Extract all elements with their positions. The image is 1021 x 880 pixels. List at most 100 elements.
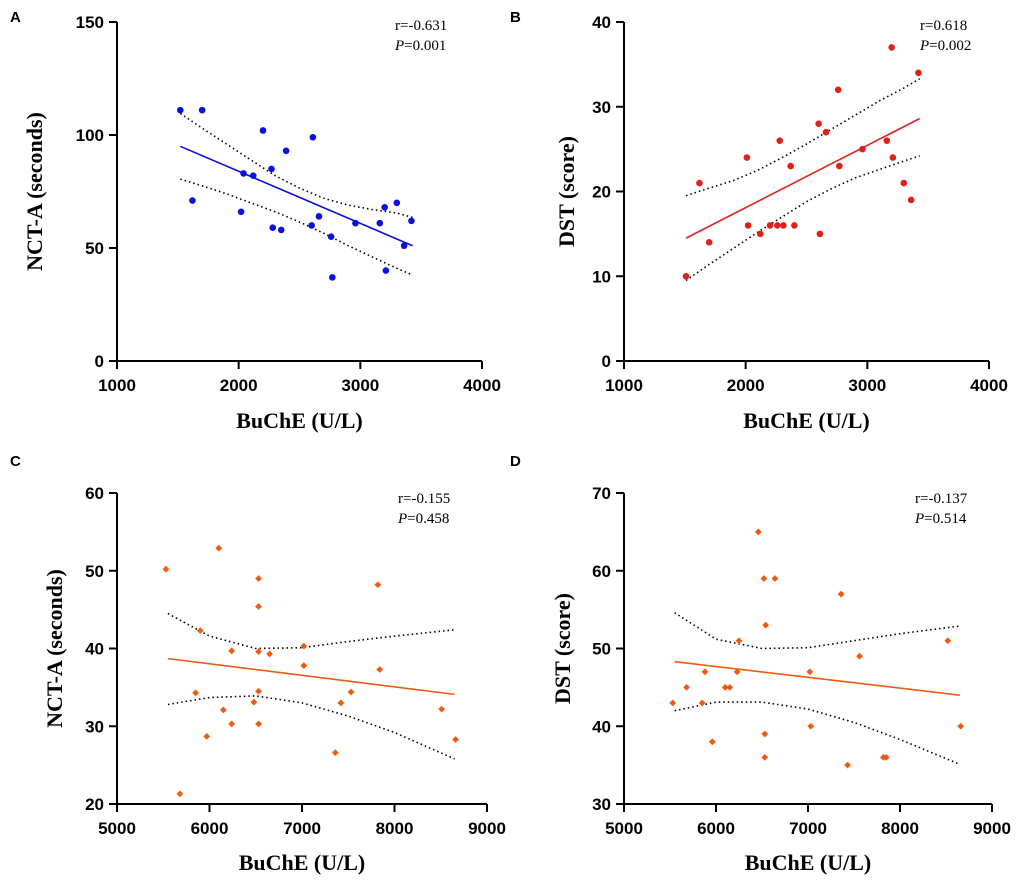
data-point	[268, 165, 275, 173]
data-point	[315, 213, 323, 220]
data-point	[696, 179, 703, 187]
ci-upper-band	[674, 612, 960, 650]
panel-d: D 30 40 50 60 70 5000 6000 7000 8000 9000 BuChE (U/…	[510, 453, 1011, 875]
data-point	[669, 699, 677, 707]
data-point	[198, 106, 206, 114]
data-point	[761, 753, 769, 761]
data-point	[255, 575, 262, 582]
y-axis-title: DST (score)	[554, 136, 579, 247]
data-point	[282, 147, 290, 155]
x-tick-label: 5000	[605, 819, 643, 838]
data-point	[762, 621, 770, 629]
data-point	[255, 603, 262, 610]
data-point	[162, 565, 170, 573]
x-tick-label: 1000	[605, 376, 643, 395]
data-point	[300, 642, 308, 650]
y-tick-label: 20	[85, 795, 104, 814]
data-point	[249, 172, 257, 179]
data-point	[791, 222, 798, 229]
p-value: P=0.458	[397, 511, 449, 527]
data-point	[329, 274, 336, 281]
data-point	[888, 44, 895, 51]
y-tick-label: 50	[85, 562, 104, 581]
data-point	[219, 706, 227, 714]
data-point	[196, 627, 204, 635]
p-symbol: P	[919, 38, 929, 54]
data-point	[189, 197, 196, 204]
y-axis-title: NCT-A (seconds)	[42, 569, 67, 728]
y-axis-title: NCT-A (seconds)	[22, 112, 47, 271]
data-point	[682, 272, 690, 280]
data-point	[376, 219, 384, 227]
y-tick-label: 10	[592, 267, 611, 286]
data-point	[806, 668, 814, 676]
y-tick-label: 0	[95, 352, 104, 371]
data-point	[438, 705, 446, 713]
r-value: r=-0.155	[398, 491, 450, 507]
data-point	[215, 544, 223, 552]
data-point	[744, 222, 752, 229]
data-point	[237, 208, 245, 216]
data-point	[859, 145, 866, 153]
y-tick-label: 40	[592, 717, 611, 736]
data-point	[815, 120, 822, 127]
data-point	[915, 69, 922, 77]
data-point	[269, 224, 277, 231]
y-tick-label: 50	[592, 640, 611, 659]
data-point	[255, 687, 262, 695]
y-axis-title: DST (score)	[550, 593, 575, 704]
data-point	[255, 720, 262, 728]
ci-upper-band	[167, 612, 455, 650]
data-point	[837, 590, 845, 598]
y-tick-label: 30	[592, 795, 611, 814]
r-value: r=-0.137	[915, 491, 968, 507]
data-point	[883, 137, 891, 144]
regression-line	[674, 660, 960, 696]
data-point	[255, 648, 262, 656]
y-tick-label: 150	[76, 13, 104, 32]
data-point	[856, 652, 863, 660]
data-point	[957, 722, 965, 730]
data-point	[300, 662, 308, 670]
ci-lower-band	[180, 178, 414, 276]
x-tick-label: 2000	[727, 376, 765, 395]
data-point	[761, 730, 769, 738]
data-point	[374, 581, 382, 589]
regression-line	[167, 657, 455, 696]
data-point	[240, 170, 247, 177]
data-point	[787, 162, 794, 170]
data-point	[756, 230, 764, 238]
data-point	[726, 683, 734, 691]
panel-c: C 20 30 40 50 60 5000 6000 7000 8000 9000 BuChE (U/…	[10, 453, 506, 875]
regression-line	[179, 145, 413, 247]
y-tick-label: 50	[85, 239, 104, 258]
x-tick-label: 6000	[697, 819, 735, 838]
data-point	[698, 699, 706, 707]
data-point	[771, 575, 779, 582]
p-value: P=0.001	[394, 38, 446, 54]
data-point	[816, 230, 824, 238]
data-point	[836, 162, 843, 170]
x-tick-label: 4000	[970, 376, 1008, 395]
r-value: r=-0.631	[395, 18, 447, 34]
data-point	[452, 736, 459, 743]
data-point	[708, 738, 716, 746]
x-axis-title: BuChE (U/L)	[745, 850, 872, 875]
x-tick-label: 9000	[468, 819, 506, 838]
y-tick-label: 100	[76, 126, 104, 145]
ci-lower-band	[167, 695, 455, 760]
panel-letter: C	[10, 453, 21, 470]
data-point	[774, 222, 781, 229]
data-point	[735, 637, 743, 645]
data-point	[331, 749, 339, 757]
p-number: =0.001	[404, 38, 446, 54]
x-tick-label: 3000	[341, 376, 379, 395]
data-point	[944, 637, 952, 645]
x-tick-label: 3000	[848, 376, 886, 395]
data-point	[844, 761, 851, 769]
ci-upper-band	[179, 112, 413, 219]
y-tick-label: 60	[592, 562, 611, 581]
x-tick-label: 4000	[463, 376, 501, 395]
data-point	[760, 575, 768, 582]
data-point	[882, 753, 890, 761]
